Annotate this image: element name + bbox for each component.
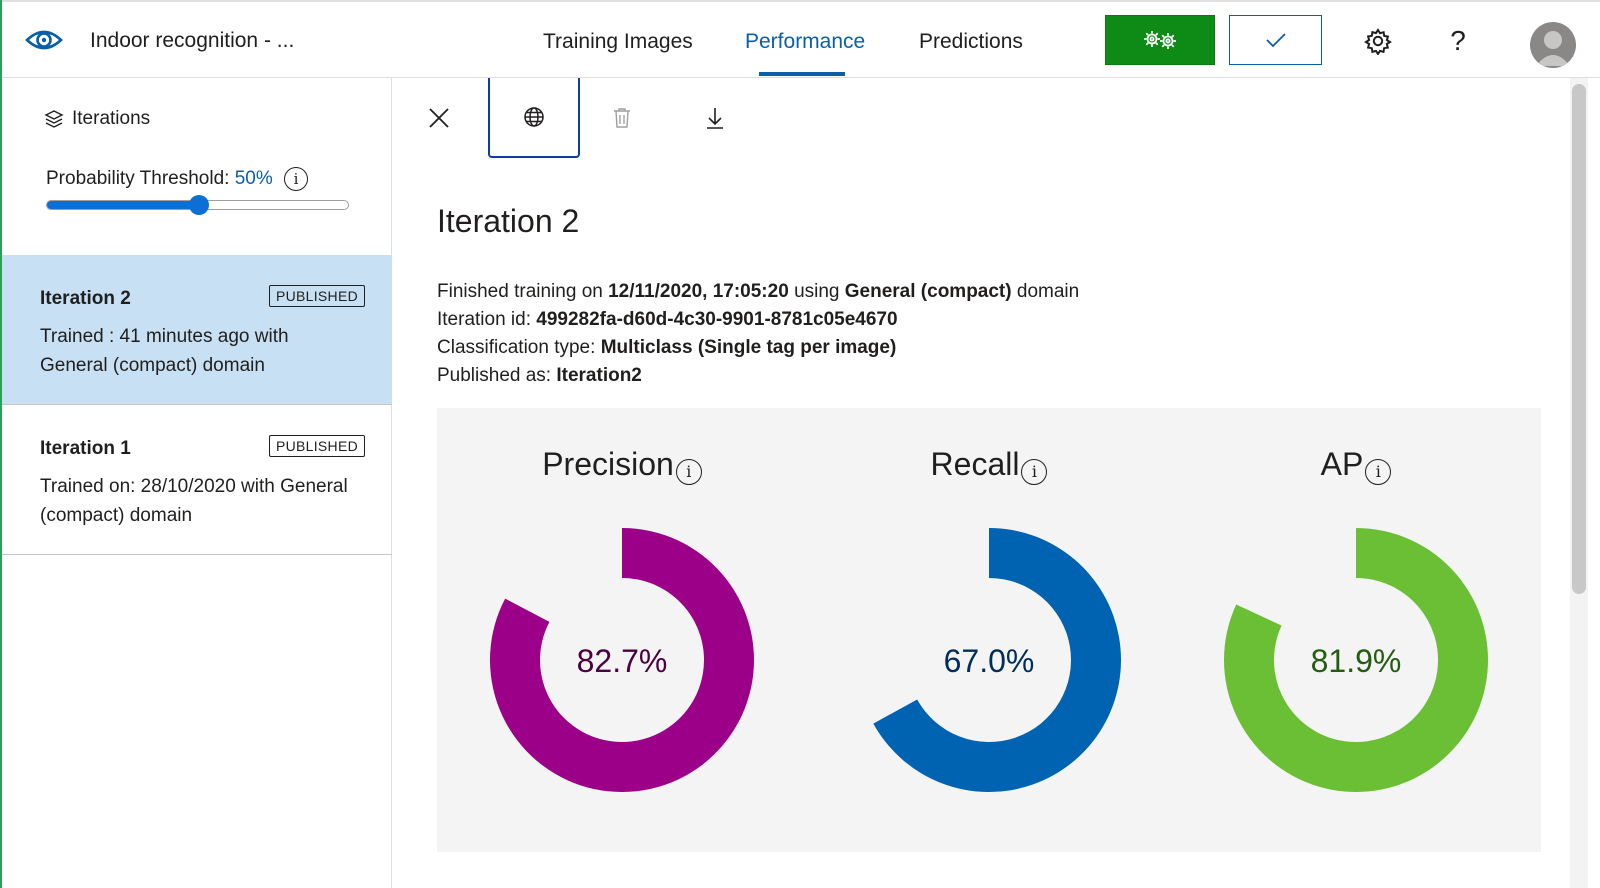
tab-training-images[interactable]: Training Images	[543, 30, 693, 53]
user-avatar[interactable]	[1530, 22, 1576, 68]
metric-title: Recall i	[839, 446, 1139, 485]
threshold-slider-thumb[interactable]	[188, 195, 209, 215]
ap-value: 81.9%	[1311, 643, 1402, 679]
using-text: using	[794, 281, 840, 302]
ap-arc	[1224, 528, 1488, 792]
ap-info-icon[interactable]: i	[1365, 458, 1392, 485]
iteration-title: Iteration 2	[437, 203, 580, 239]
project-title[interactable]: Indoor recognition - ...	[90, 29, 295, 52]
close-icon	[429, 108, 449, 128]
published-as-line: Published as: Iteration2	[437, 362, 1079, 390]
threshold-value: 50%	[234, 168, 273, 190]
iteration-card-2[interactable]: Iteration 2 PUBLISHED Trained : 41 minut…	[2, 255, 392, 405]
published-badge: PUBLISHED	[268, 285, 365, 307]
publish-button[interactable]	[488, 78, 580, 158]
tab-predictions[interactable]: Predictions	[919, 30, 1023, 53]
metric-label: Recall	[930, 446, 1020, 482]
domain-suffix: domain	[1016, 281, 1080, 302]
checkmark-icon	[1265, 33, 1286, 48]
delete-button[interactable]	[576, 78, 668, 158]
classification-type-label: Classification type:	[437, 337, 596, 358]
iteration-description: Trained on: 28/10/2020 with General (com…	[40, 476, 348, 526]
metric-label: AP	[1320, 446, 1364, 482]
recall-arc	[873, 528, 1121, 792]
iterations-header: Iterations	[44, 108, 150, 130]
recall-info-icon[interactable]: i	[1021, 458, 1048, 485]
iteration-details: Finished training on 12/11/2020, 17:05:2…	[437, 278, 1079, 390]
classification-type-line: Classification type: Multiclass (Single …	[437, 334, 1079, 362]
layers-icon	[44, 110, 64, 128]
iterations-label: Iterations	[72, 108, 151, 129]
finished-date: 12/11/2020, 17:05:20	[608, 281, 789, 302]
help-icon[interactable]: ?	[1450, 25, 1466, 56]
metric-label: Precision	[542, 446, 674, 482]
domain-name: General (compact)	[844, 281, 1012, 302]
precision-metric: Precision i 82.7%	[472, 408, 772, 852]
globe-icon	[524, 107, 544, 127]
finished-prefix: Finished training on	[437, 281, 603, 302]
metric-title: Precision i	[472, 446, 772, 485]
iteration-id-line: Iteration id: 499282fa-d60d-4c30-9901-87…	[437, 306, 1079, 334]
eye-logo-icon[interactable]	[24, 22, 64, 58]
published-as-value: Iteration2	[556, 365, 642, 386]
active-tab-indicator	[759, 72, 845, 76]
threshold-slider-fill	[47, 201, 199, 209]
iteration-id-value: 499282fa-d60d-4c30-9901-8781c05e4670	[536, 309, 898, 330]
metric-title: AP i	[1206, 446, 1506, 485]
gears-icon	[1144, 31, 1176, 49]
finished-training-line: Finished training on 12/11/2020, 17:05:2…	[437, 278, 1079, 306]
trash-icon	[614, 108, 630, 128]
iteration-description: Trained : 41 minutes ago with General (c…	[40, 326, 289, 376]
probability-threshold: Probability Threshold: 50% i	[46, 167, 309, 191]
classification-type-value: Multiclass (Single tag per image)	[600, 337, 897, 358]
settings-gear-icon[interactable]	[1363, 26, 1393, 56]
ap-donut: 81.9%	[1224, 528, 1488, 792]
top-header: Indoor recognition - ... Training Images…	[2, 0, 1600, 78]
close-button[interactable]	[393, 78, 485, 158]
iteration-name: Iteration 2	[40, 288, 131, 309]
precision-value: 82.7%	[577, 643, 668, 679]
threshold-slider[interactable]	[46, 195, 349, 215]
precision-arc	[490, 528, 754, 792]
export-button[interactable]	[669, 78, 761, 158]
published-badge: PUBLISHED	[268, 435, 365, 457]
download-icon	[707, 108, 723, 129]
threshold-label: Probability Threshold:	[46, 168, 230, 190]
recall-donut: 67.0%	[873, 528, 1121, 792]
threshold-info-icon[interactable]: i	[284, 167, 309, 191]
metrics-panel: Precision i 82.7% Recall i 67.0% AP i	[437, 408, 1541, 852]
recall-value: 67.0%	[944, 643, 1035, 679]
precision-donut: 82.7%	[490, 528, 754, 792]
train-button[interactable]	[1105, 15, 1215, 65]
precision-info-icon[interactable]: i	[675, 458, 702, 485]
tab-performance[interactable]: Performance	[745, 30, 866, 53]
recall-metric: Recall i 67.0%	[839, 408, 1139, 852]
quick-test-button[interactable]	[1229, 15, 1322, 65]
iterations-sidebar: Iterations Probability Threshold: 50% i …	[2, 78, 392, 888]
published-as-label: Published as:	[437, 365, 552, 386]
scrollbar-thumb[interactable]	[1572, 84, 1586, 594]
performance-panel: Iteration 2 Finished training on 12/11/2…	[393, 78, 1600, 888]
ap-metric: AP i 81.9%	[1206, 408, 1506, 852]
iteration-id-label: Iteration id:	[437, 309, 531, 330]
iteration-card-1[interactable]: Iteration 1 PUBLISHED Trained on: 28/10/…	[2, 405, 392, 555]
iteration-name: Iteration 1	[40, 438, 131, 459]
